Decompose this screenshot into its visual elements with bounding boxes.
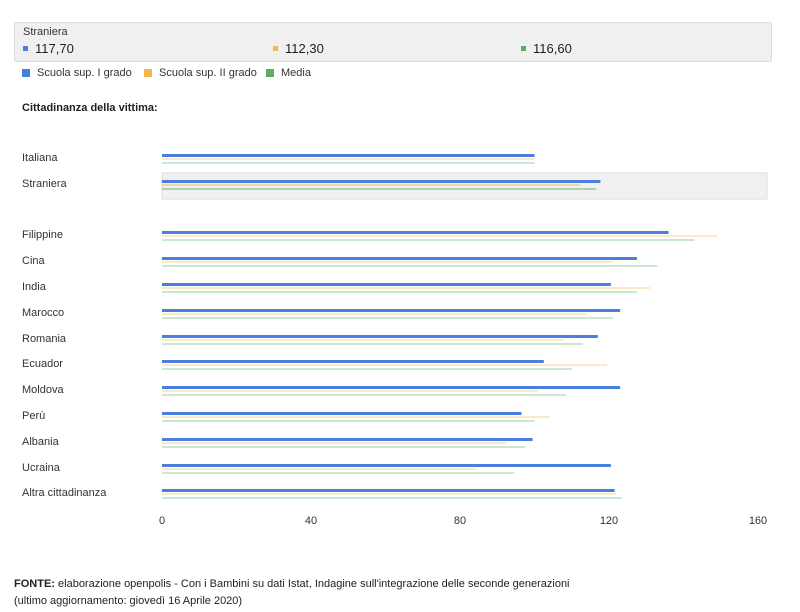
- category-label: Cina: [22, 255, 46, 267]
- bar-media[interactable]: [162, 265, 658, 267]
- bar-secondo-grado[interactable]: [162, 261, 613, 263]
- footer-source-label: FONTE:: [14, 578, 55, 590]
- bar-media[interactable]: [162, 497, 623, 499]
- bar-secondo-grado[interactable]: [162, 442, 507, 444]
- bar-primo-grado[interactable]: [162, 360, 544, 363]
- highlight-band: [161, 172, 768, 200]
- bar-media[interactable]: [162, 394, 567, 396]
- category-label: Marocco: [22, 307, 64, 319]
- bar-media[interactable]: [162, 343, 583, 345]
- tooltip-value-secondo-grado: 112,30: [273, 41, 324, 56]
- category-label: Moldova: [22, 384, 64, 396]
- bar-primo-grado[interactable]: [162, 257, 637, 260]
- tooltip-swatch-icon: [23, 46, 28, 51]
- category-label: India: [22, 281, 47, 293]
- bar-secondo-grado[interactable]: [162, 493, 617, 495]
- legend-swatch-icon: [144, 69, 152, 77]
- bar-primo-grado[interactable]: [162, 283, 611, 286]
- legend-label: Scuola sup. I grado: [37, 67, 132, 79]
- footer-source-text: elaborazione openpolis - Con i Bambini s…: [58, 578, 570, 590]
- category-label: Albania: [22, 436, 60, 448]
- category-label: Romania: [22, 333, 67, 345]
- bar-media[interactable]: [162, 472, 515, 474]
- tooltip-title: Straniera: [23, 26, 68, 38]
- bar-primo-grado[interactable]: [162, 154, 535, 157]
- bar-media[interactable]: [162, 291, 637, 293]
- bar-primo-grado[interactable]: [162, 335, 598, 338]
- bar-primo-grado[interactable]: [162, 180, 601, 183]
- legend-label: Media: [281, 67, 311, 79]
- bar-primo-grado[interactable]: [162, 412, 522, 415]
- bar-secondo-grado[interactable]: [162, 416, 550, 418]
- category-label: Italiana: [22, 152, 58, 164]
- tooltip-swatch-icon: [273, 46, 278, 51]
- bar-primo-grado[interactable]: [162, 231, 669, 234]
- hover-tooltip: Straniera 117,70 112,30 116,60: [14, 22, 772, 62]
- bar-media[interactable]: [162, 162, 535, 164]
- bar-media[interactable]: [162, 368, 572, 370]
- bar-secondo-grado[interactable]: [162, 235, 718, 237]
- category-label: Perù: [22, 410, 45, 422]
- bar-primo-grado[interactable]: [162, 464, 611, 467]
- x-tick-label: 0: [159, 515, 165, 527]
- x-tick-label: 80: [454, 515, 466, 527]
- legend-label: Scuola sup. II grado: [159, 67, 257, 79]
- bar-chart: Italiana Straniera Filippine Cina India Maroc…: [22, 152, 768, 527]
- footer: FONTE: elaborazione openpolis - Con i Ba…: [14, 576, 570, 610]
- tooltip-value-text: 112,30: [285, 41, 324, 56]
- bar-secondo-grado[interactable]: [162, 339, 565, 341]
- category-label: Altra cittadinanza: [22, 487, 107, 499]
- bar-secondo-grado[interactable]: [162, 313, 587, 315]
- bar-primo-grado[interactable]: [162, 438, 533, 441]
- bar-secondo-grado[interactable]: [162, 158, 535, 160]
- bar-media[interactable]: [162, 188, 597, 190]
- bar-media[interactable]: [162, 446, 526, 448]
- bar-media[interactable]: [162, 317, 613, 319]
- category-label: Filippine: [22, 229, 63, 241]
- legend-swatch-icon: [266, 69, 274, 77]
- section-label: Cittadinanza della vittima:: [22, 102, 158, 114]
- category-label: Straniera: [22, 178, 68, 190]
- tooltip-swatch-icon: [521, 46, 526, 51]
- tooltip-value-media: 116,60: [521, 41, 572, 56]
- legend-item-primo-grado[interactable]: Scuola sup. I grado: [22, 67, 132, 79]
- category-label: Ucraina: [22, 462, 61, 474]
- x-tick-label: 40: [305, 515, 317, 527]
- bar-primo-grado[interactable]: [162, 309, 621, 312]
- legend-swatch-icon: [22, 69, 30, 77]
- bar-media[interactable]: [162, 239, 695, 241]
- bar-secondo-grado[interactable]: [162, 184, 581, 186]
- bar-secondo-grado[interactable]: [162, 287, 650, 289]
- bar-primo-grado[interactable]: [162, 489, 615, 492]
- footer-updated: (ultimo aggiornamento: giovedì 16 Aprile…: [14, 595, 243, 607]
- bar-media[interactable]: [162, 420, 535, 422]
- legend-item-secondo-grado[interactable]: Scuola sup. II grado: [144, 67, 257, 79]
- tooltip-value-primo-grado: 117,70: [23, 41, 74, 56]
- bar-secondo-grado[interactable]: [162, 390, 539, 392]
- tooltip-value-text: 117,70: [35, 41, 74, 56]
- tooltip-value-text: 116,60: [533, 41, 572, 56]
- category-label: Ecuador: [22, 358, 63, 370]
- bar-secondo-grado[interactable]: [162, 364, 608, 366]
- legend-item-media[interactable]: Media: [266, 67, 311, 79]
- bar-secondo-grado[interactable]: [162, 468, 477, 470]
- bar-primo-grado[interactable]: [162, 386, 621, 389]
- x-tick-label: 120: [600, 515, 618, 527]
- x-tick-label: 160: [749, 515, 767, 527]
